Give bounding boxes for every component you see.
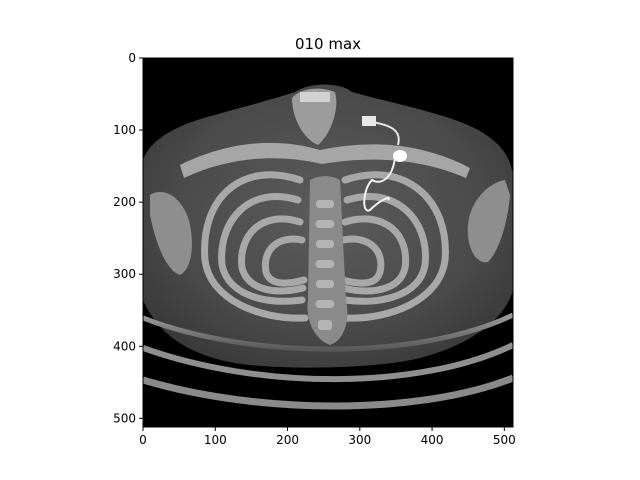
- x-tick-label: 500: [493, 433, 516, 447]
- chart-title: 010 max: [295, 35, 361, 53]
- x-axis: 0 100 200 300 400 500: [139, 427, 516, 447]
- x-tick-label: 200: [276, 433, 299, 447]
- sternum: [292, 88, 337, 145]
- table-arc-2: [143, 342, 513, 383]
- y-tick-label: 300: [113, 267, 136, 281]
- axes-frame: [142, 57, 514, 428]
- x-tick-label: 100: [204, 433, 227, 447]
- y-tick-label: 500: [113, 411, 136, 425]
- vertebrae: [316, 200, 334, 330]
- ribs-left: [201, 171, 309, 322]
- x-tick-label: 0: [139, 433, 147, 447]
- ct-image: [143, 58, 513, 427]
- pacemaker: [362, 116, 407, 212]
- x-tick-label: 400: [421, 433, 444, 447]
- y-tick-label: 100: [113, 123, 136, 137]
- y-tick-label: 0: [128, 51, 136, 65]
- left-scapula: [150, 191, 192, 275]
- y-axis: 0 100 200 300 400 500: [113, 51, 143, 425]
- x-tick-label: 300: [348, 433, 371, 447]
- table-arc-3: [143, 374, 513, 410]
- y-tick-label: 400: [113, 339, 136, 353]
- table-arc-1: [143, 312, 513, 352]
- right-scapula: [467, 180, 510, 263]
- y-tick-label: 200: [113, 195, 136, 209]
